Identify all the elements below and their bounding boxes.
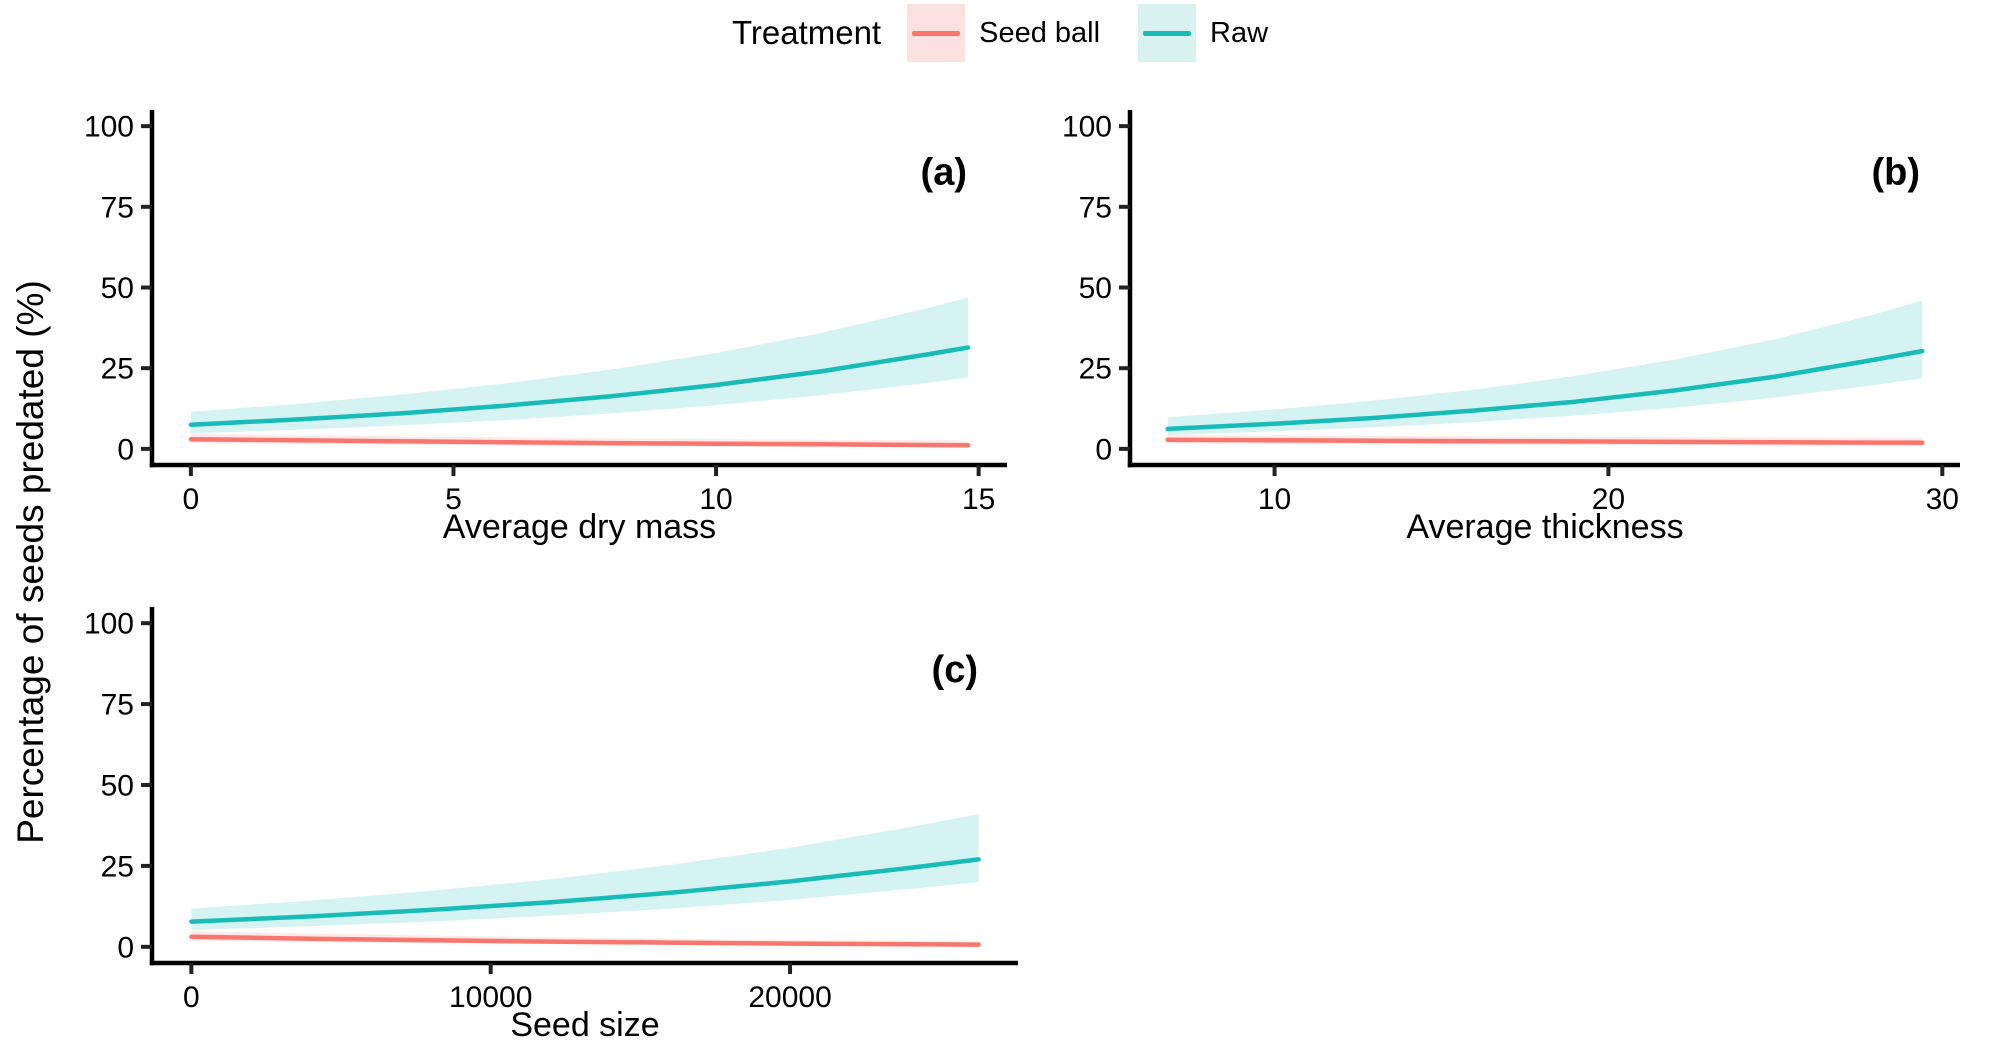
seed-ball-line-swatch [912, 30, 961, 36]
y-tick-label: 25 [101, 850, 134, 883]
x-axis-title-dry-mass: Average dry mass [442, 508, 717, 546]
y-tick-label: 25 [101, 353, 134, 386]
raw-trend-line [189, 857, 981, 924]
y-tick-label: 75 [101, 191, 134, 224]
seed-ball-legend-label: Seed ball [979, 16, 1101, 49]
x-tick-label: 15 [962, 483, 995, 516]
raw-confidence-ribbon [190, 297, 969, 434]
seed-ball-legend-key [907, 4, 966, 62]
x-tick-label: 30 [1926, 483, 1959, 516]
x-tick-label: 10000 [449, 981, 532, 1014]
y-tick-label: 25 [1079, 353, 1112, 386]
x-tick-label: 0 [183, 483, 200, 516]
panel-letter: (b) [1871, 152, 1920, 194]
x-tick-label: 20000 [748, 981, 831, 1014]
y-tick-label: 50 [101, 770, 134, 803]
legend-title: Treatment [731, 14, 882, 51]
legend: Treatment Seed ball Raw [0, 4, 2000, 62]
x-tick-label: 0 [183, 981, 200, 1014]
y-tick-label: 0 [1095, 433, 1112, 466]
raw-line-swatch [1143, 30, 1192, 36]
raw-confidence-ribbon [1167, 300, 1923, 435]
y-tick-label: 75 [101, 689, 134, 722]
y-tick-label: 100 [84, 608, 134, 641]
y-tick-label: 50 [1079, 272, 1112, 305]
y-tick-label: 100 [84, 111, 134, 144]
x-tick-label: 10 [1258, 483, 1291, 516]
seed-ball-trend-line [188, 436, 971, 448]
x-tick-label: 20 [1592, 483, 1625, 516]
seed-ball-trend-line [1165, 437, 1925, 445]
y-tick-label: 100 [1062, 111, 1112, 144]
panel-c-chart: 0 25 50 75 100 0 10000 20000 (c) [84, 607, 1018, 1014]
y-tick-label: 75 [1079, 191, 1112, 224]
panel-a-chart: 0 25 50 75 100 0 5 10 15 (a) [84, 110, 1007, 516]
y-axis-title: Percentage of seeds predated (%) [10, 280, 51, 844]
raw-trend-line [1165, 348, 1925, 432]
raw-legend-key [1138, 4, 1197, 62]
x-axis-title-seed-size: Seed size [510, 1006, 660, 1044]
y-tick-label: 0 [117, 433, 134, 466]
panel-b-chart: 0 25 50 75 100 10 20 30 (b) [1062, 110, 1960, 516]
panel-letter: (a) [921, 152, 967, 194]
panel-letter: (c) [932, 649, 978, 691]
y-tick-label: 0 [117, 931, 134, 964]
raw-confidence-ribbon [191, 814, 979, 930]
raw-trend-line [188, 345, 971, 427]
seed-ball-trend-line [189, 934, 981, 947]
legend-entry-raw: Raw [1138, 4, 1268, 62]
x-axis-title-thickness: Average thickness [1406, 508, 1684, 546]
x-tick-label: 5 [445, 483, 462, 516]
raw-legend-label: Raw [1210, 16, 1269, 49]
legend-entry-seed-ball: Seed ball [907, 4, 1100, 62]
y-tick-label: 50 [101, 272, 134, 305]
x-tick-label: 10 [699, 483, 732, 516]
